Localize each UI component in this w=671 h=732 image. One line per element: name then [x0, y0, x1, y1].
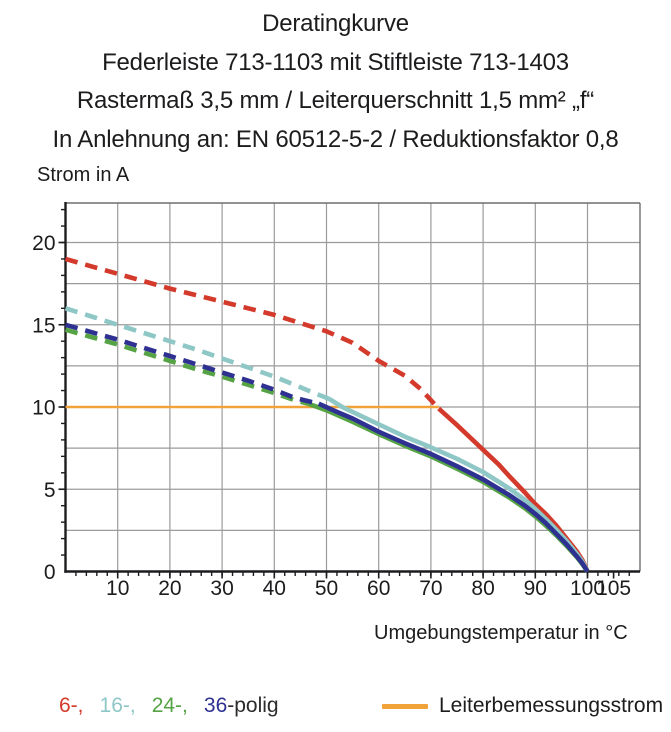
y-tick-label: 0: [44, 561, 56, 584]
curve-dashed-24-polig: [64, 327, 309, 406]
y-tick-label: 5: [44, 479, 56, 502]
chart-subtitle-standard: In Anlehnung an: EN 60512-5-2 / Reduktio…: [52, 125, 619, 153]
x-tick-label: 10: [106, 577, 129, 600]
curve-solid-24-polig: [307, 401, 590, 573]
grid: [65, 203, 640, 572]
rated-current-legend: Leiterbemessungsstrom: [382, 694, 663, 718]
curve-dashed-6-polig: [64, 256, 441, 411]
legend-polig-suffix: -polig: [227, 694, 279, 717]
x-tick-label: 40: [263, 577, 286, 600]
chart-subtitle-parts: Federleiste 713-1103 mit Stiftleiste 713…: [102, 48, 569, 76]
x-tick-label: 80: [471, 577, 494, 600]
curve-solid-36-polig: [317, 401, 590, 573]
rated-current-label: Leiterbemessungsstrom: [439, 694, 664, 717]
x-tick-label: 100: [570, 577, 605, 600]
legend-36-pole-group: 36-polig: [204, 694, 279, 718]
chart-title: Deratingkurve: [262, 10, 409, 37]
chart-title-block: Deratingkurve Federleiste 713-1103 mit S…: [0, 5, 671, 159]
y-axis-title: Strom in A: [37, 164, 130, 186]
series: [64, 256, 590, 573]
x-tick-label: 20: [158, 577, 181, 600]
x-tick-label: 105: [596, 577, 631, 600]
y-tick-label: 10: [32, 397, 55, 420]
plot-frame: [65, 202, 641, 572]
x-tick-label: 30: [210, 577, 233, 600]
chart-subtitle-pitch: Rastermaß 3,5 mm / Leiterquerschnitt 1,5…: [76, 87, 595, 114]
legend-24-pole: 24-,: [151, 694, 188, 717]
y-tick-label: 20: [32, 232, 55, 255]
axes: [64, 202, 640, 573]
rated-current-line-swatch: [382, 703, 428, 709]
x-tick-label: 70: [419, 577, 442, 600]
legend-6-pole: 6-,: [59, 694, 84, 717]
legend-36-pole: 36: [203, 694, 228, 717]
curve-dashed-16-polig: [64, 306, 330, 401]
poles-legend: 6-, 16-, 24-, 36-polig: [59, 694, 279, 718]
curve-dashed-36-polig: [64, 322, 320, 406]
x-tick-label: 60: [367, 577, 390, 600]
x-tick-label: 90: [524, 577, 547, 600]
y-tick-label: 15: [32, 314, 55, 337]
x-tick-label: 50: [315, 577, 338, 600]
x-axis-title: Umgebungstemperatur in °C: [374, 622, 628, 644]
legend-16-pole: 16-,: [99, 694, 136, 717]
